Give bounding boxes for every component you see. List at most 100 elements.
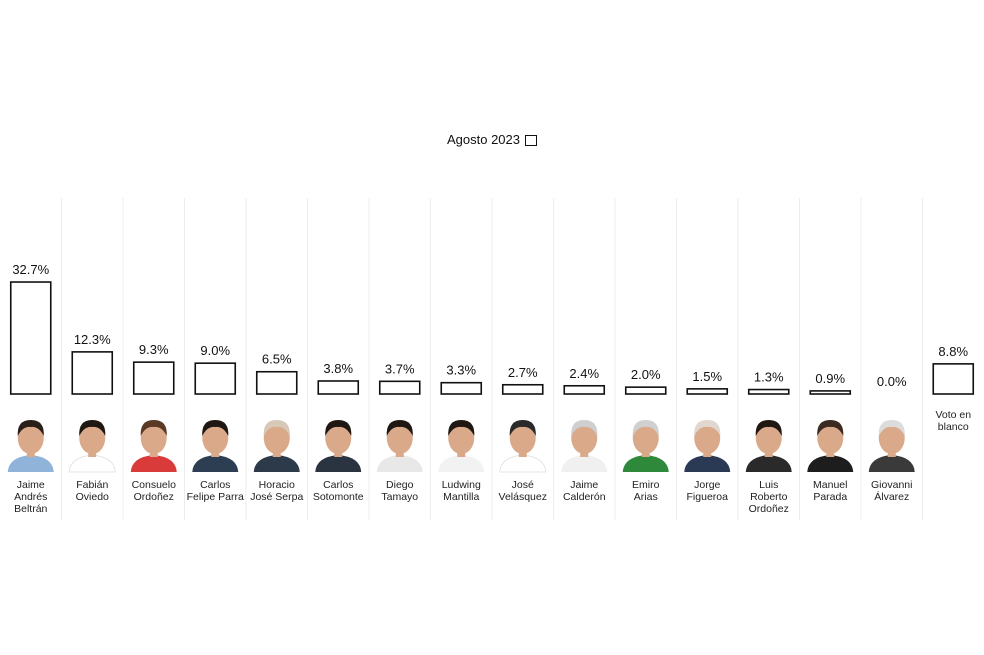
bar: [378, 380, 421, 395]
bars: [9, 281, 975, 395]
bar: [932, 363, 975, 395]
candidate-photo: [253, 420, 300, 472]
hair-shape: [79, 420, 106, 436]
bar: [563, 384, 606, 395]
candidate-photo: [130, 420, 177, 472]
candidate-name: Jaime: [17, 479, 45, 491]
hair-shape: [448, 420, 475, 436]
candidate-name: Tamayo: [381, 491, 418, 503]
candidate-photo: [807, 420, 854, 472]
column-separators: [61, 198, 923, 520]
bar: [501, 383, 544, 395]
shirt-shape: [684, 455, 731, 472]
hair-shape: [386, 420, 413, 436]
shirt-shape: [499, 454, 547, 473]
hair-shape: [509, 420, 536, 436]
face-shape: [202, 422, 229, 454]
value-labels: 32.7% 12.3% 9.3% 9.0% 6.5% 3.8% 3.7% 3.3% 2.7% 2.…: [12, 262, 968, 389]
candidate-name: Fabián: [76, 479, 108, 491]
candidate-name: Luis: [759, 479, 778, 491]
hair-shape: [817, 420, 844, 436]
category-label-blank-vote: blanco: [938, 421, 969, 433]
bar: [624, 386, 667, 395]
bar: [809, 390, 852, 395]
shirt-shape: [438, 455, 485, 472]
candidate-photo: [745, 420, 792, 472]
data-label: 3.3%: [446, 363, 476, 378]
data-label: 32.7%: [12, 262, 49, 277]
candidate-name: Andrés: [14, 491, 47, 503]
face-shape: [79, 422, 106, 454]
candidate-photo: [315, 420, 362, 472]
candidate-name: Ordoñez: [134, 491, 174, 503]
hair-shape: [263, 420, 290, 436]
candidate-name: Figueroa: [687, 491, 729, 503]
candidate-name: Mantilla: [443, 491, 479, 503]
candidate-name: Carlos: [323, 479, 353, 491]
candidate-name: Diego: [386, 479, 414, 491]
bar: [440, 381, 483, 395]
hair-shape: [17, 420, 44, 436]
hair-shape: [571, 420, 598, 436]
data-label: 2.7%: [508, 365, 538, 380]
shirt-shape: [7, 455, 54, 472]
face-shape: [571, 422, 598, 454]
candidate-name: Arias: [634, 491, 658, 503]
face-shape: [755, 422, 782, 454]
bar: [317, 380, 360, 395]
hair-shape: [632, 420, 659, 436]
candidate-names: JaimeAndrésBeltránFabiánOviedoConsueloOr…: [14, 409, 971, 515]
face-shape: [632, 422, 659, 454]
shirt-shape: [192, 455, 239, 472]
bar: [747, 388, 790, 395]
candidate-name: Consuelo: [132, 479, 177, 491]
hair-shape: [140, 420, 167, 436]
candidate-photo: [68, 420, 116, 473]
face-shape: [263, 422, 290, 454]
candidate-name: Velásquez: [499, 491, 547, 503]
candidate-name: Jorge: [694, 479, 720, 491]
bar: [132, 361, 175, 395]
category-label-blank-vote: Voto en: [935, 409, 971, 421]
shirt-shape: [745, 455, 792, 472]
shirt-shape: [130, 455, 177, 472]
candidate-name: Sotomonte: [313, 491, 364, 503]
shirt-shape: [622, 455, 669, 472]
data-label: 1.5%: [692, 369, 722, 384]
shirt-shape: [315, 455, 362, 472]
data-label: 9.0%: [200, 343, 230, 358]
chart-legend: Agosto 2023: [0, 132, 984, 147]
candidate-photo: [561, 420, 608, 472]
candidate-name: Carlos: [200, 479, 230, 491]
legend-label: Agosto 2023: [446, 132, 520, 147]
bar: [194, 362, 237, 395]
candidate-photo: [192, 420, 239, 472]
candidate-photo: [622, 420, 669, 472]
shirt-shape: [68, 454, 116, 473]
bar: [9, 281, 52, 395]
face-shape: [386, 422, 413, 454]
candidate-photo: [499, 420, 547, 473]
data-label: 1.3%: [754, 370, 784, 385]
face-shape: [17, 422, 44, 454]
data-label: 9.3%: [139, 342, 169, 357]
candidate-photo: [868, 420, 915, 472]
hair-shape: [755, 420, 782, 436]
shirt-shape: [561, 455, 608, 472]
hair-shape: [202, 420, 229, 436]
candidate-name: José: [512, 479, 534, 491]
shirt-shape: [253, 455, 300, 472]
candidate-name: Emiro: [632, 479, 660, 491]
candidate-name: Manuel: [813, 479, 847, 491]
face-shape: [694, 422, 721, 454]
candidate-name: Giovanni: [871, 479, 912, 491]
data-label: 2.0%: [631, 367, 661, 382]
candidate-photo: [376, 420, 423, 472]
candidate-name: Roberto: [750, 491, 788, 503]
data-label: 0.9%: [815, 371, 845, 386]
candidate-name: Felipe Parra: [187, 491, 244, 503]
data-label: 3.7%: [385, 361, 415, 376]
candidate-name: Parada: [813, 491, 847, 503]
hair-shape: [878, 420, 905, 436]
face-shape: [509, 422, 536, 454]
